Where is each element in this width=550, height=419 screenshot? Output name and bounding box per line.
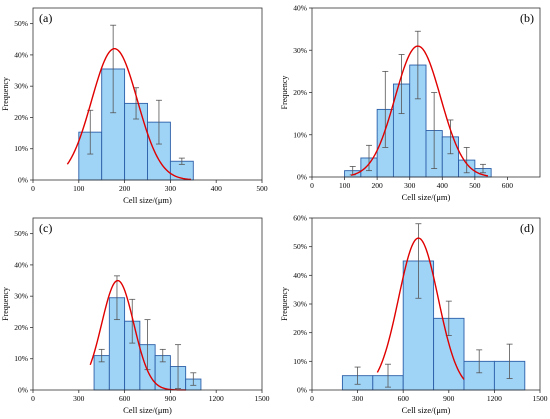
error-bar <box>190 372 197 386</box>
y-tick-label: 30% <box>293 46 307 55</box>
y-tick-label: 0% <box>18 176 28 185</box>
y-tick-label: 40% <box>293 4 307 13</box>
y-tick-label: 0% <box>297 386 307 395</box>
error-bar <box>463 147 470 174</box>
x-tick-label: 0 <box>310 181 314 190</box>
x-tick-label: 600 <box>398 394 410 403</box>
chart-panel: 0 300 600 900 1200 1500 0% 10% 20% 30% 40% 50% Cell … <box>1 217 270 415</box>
y-tick-label: 20% <box>293 88 307 97</box>
y-tick-label: 40% <box>293 271 307 280</box>
x-axis-title: Cell size/(μm) <box>123 195 172 205</box>
panel-label: (c) <box>39 221 52 235</box>
y-tick-label: 10% <box>14 144 28 153</box>
x-tick-label: 100 <box>73 184 85 193</box>
y-tick-label: 60% <box>293 214 307 223</box>
plot-frame <box>32 7 263 181</box>
y-tick-label: 20% <box>14 113 28 122</box>
x-tick-label: 200 <box>372 181 384 190</box>
error-bar <box>447 119 454 155</box>
panel-label: (b) <box>520 11 534 25</box>
x-tick-label: 300 <box>404 181 416 190</box>
y-axis-title: Frequency <box>280 287 289 321</box>
x-tick-label: 0 <box>310 394 314 403</box>
y-axis-title: Frequency <box>1 287 10 321</box>
y-tick-label: 40% <box>14 260 28 269</box>
error-bar <box>110 24 117 114</box>
y-tick-label: 10% <box>14 354 28 363</box>
x-tick-label: 300 <box>165 184 177 193</box>
error-bar <box>113 275 120 321</box>
y-tick-label: 30% <box>14 82 28 91</box>
y-tick-label: 10% <box>293 130 307 139</box>
y-tick-label: 50% <box>293 242 307 251</box>
x-tick-label: 500 <box>469 181 481 190</box>
fit-curve <box>66 48 192 181</box>
x-tick-label: 1500 <box>533 394 548 403</box>
x-tick-label: 100 <box>339 181 351 190</box>
error-bar <box>506 343 513 379</box>
plot-frame <box>32 217 263 391</box>
x-axis-title: Cell size/(μm) <box>123 405 172 415</box>
x-tick-label: 300 <box>73 394 85 403</box>
y-tick-label: 20% <box>293 328 307 337</box>
x-tick-label: 500 <box>256 184 268 193</box>
x-tick-label: 0 <box>31 394 35 403</box>
x-tick-label: 600 <box>119 394 131 403</box>
fit-curve <box>89 279 186 391</box>
x-tick-label: 900 <box>443 394 455 403</box>
error-bar <box>431 92 438 169</box>
error-bar <box>415 223 422 299</box>
fit-curve <box>376 237 465 380</box>
y-tick-label: 50% <box>14 229 28 238</box>
error-bar <box>354 366 361 385</box>
error-bar <box>382 70 389 148</box>
error-bar <box>178 157 185 165</box>
panel-label: (d) <box>520 221 534 235</box>
error-bar <box>159 348 166 363</box>
error-bar <box>480 163 486 174</box>
chart-panel: 0 300 600 900 1200 1500 0% 10% 20% 30% 40% 50% 60% Ce… <box>280 214 548 416</box>
x-tick-label: 400 <box>211 184 223 193</box>
x-tick-label: 1200 <box>487 394 502 403</box>
x-axis-title: Cell size/(μm) <box>402 192 451 202</box>
error-bar <box>366 144 372 172</box>
x-tick-label: 600 <box>502 181 514 190</box>
y-tick-label: 30% <box>293 300 307 309</box>
y-tick-label: 50% <box>14 19 28 28</box>
x-tick-label: 200 <box>119 184 131 193</box>
x-tick-label: 300 <box>352 394 364 403</box>
x-tick-label: 400 <box>437 181 449 190</box>
y-tick-label: 20% <box>14 323 28 332</box>
chart-panel: 0 100 200 300 400 500 600 0% 10% 20% 30% 40% Cell si… <box>280 4 541 202</box>
x-tick-label: 900 <box>165 394 177 403</box>
error-bar <box>175 344 182 389</box>
x-axis-title: Cell size/(μm) <box>402 405 451 415</box>
y-axis-title: Frequency <box>1 77 10 111</box>
x-tick-label: 1200 <box>209 394 224 403</box>
x-tick-label: 0 <box>31 184 35 193</box>
error-bar <box>414 30 421 100</box>
error-bar <box>129 298 136 344</box>
y-tick-label: 40% <box>14 50 28 59</box>
error-bar <box>398 54 405 115</box>
error-bar <box>98 348 105 363</box>
error-bar <box>476 349 483 374</box>
fit-curve <box>350 45 489 177</box>
error-bar <box>385 363 391 388</box>
error-bar <box>155 99 162 145</box>
panel-label: (a) <box>39 11 52 25</box>
y-tick-label: 0% <box>297 173 307 182</box>
y-tick-label: 10% <box>293 357 307 366</box>
y-axis-title: Frequency <box>280 76 289 110</box>
y-tick-label: 30% <box>14 292 28 301</box>
chart-panel: 0 100 200 300 400 500 0% 10% 20% 30% 40% 50% Cell si… <box>1 7 268 205</box>
x-tick-label: 1500 <box>255 394 270 403</box>
y-tick-label: 0% <box>18 386 28 395</box>
